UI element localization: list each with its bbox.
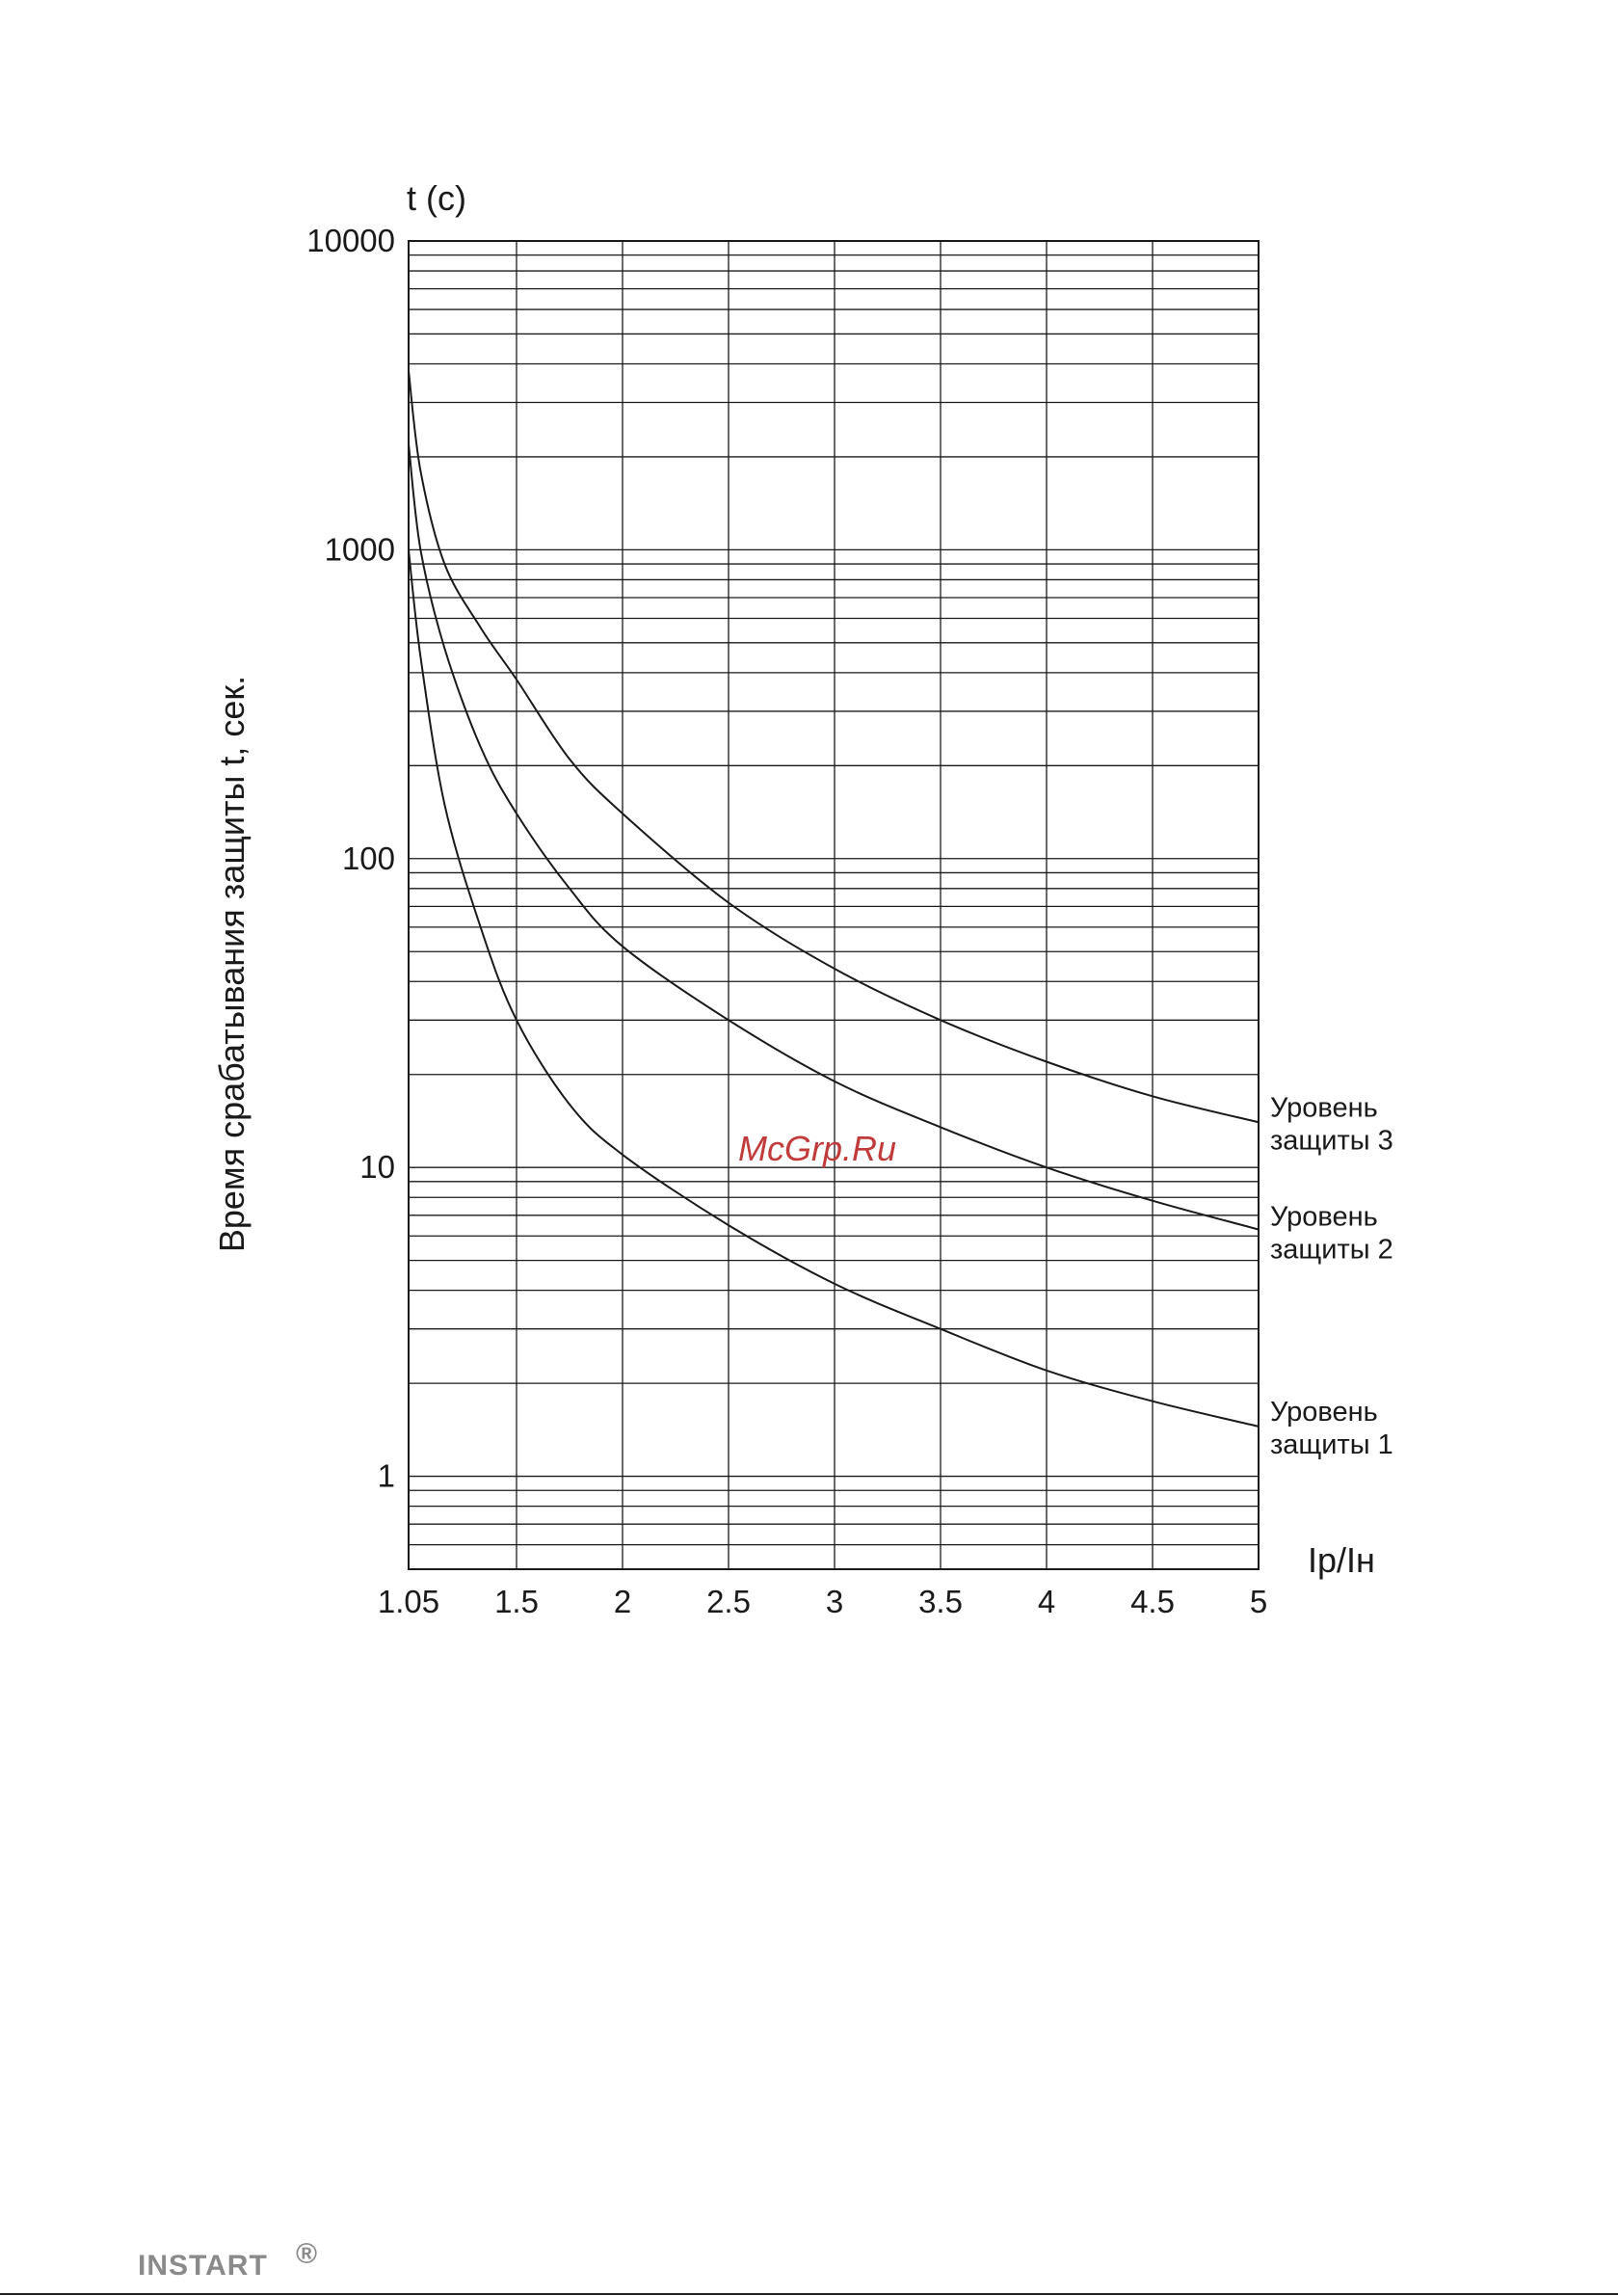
x-tick-labels: 1.05 1.5 2 2.5 3 3.5 4 4.5 5 [378,1584,1267,1619]
x-tick-label: 3 [826,1584,843,1619]
brand-logo: INSTART ® [138,2238,318,2282]
x-tick-label: 1.05 [378,1584,439,1619]
series-label-line2: защиты 3 [1270,1125,1393,1156]
x-tick-label: 2 [614,1584,631,1619]
y-axis-title: Время срабатывания защиты t, сек. [212,676,252,1252]
x-tick-label: 1.5 [494,1584,539,1619]
series-label-line2: защиты 2 [1270,1234,1393,1265]
y-tick-label: 10 [359,1149,395,1185]
series-label-line1: Уровень [1270,1201,1378,1232]
x-tick-label: 2.5 [706,1584,751,1619]
brand-registered-mark: ® [296,2238,318,2270]
y-tick-label: 10000 [306,223,395,258]
x-axis-title: Ip/Iн [1308,1540,1375,1580]
x-tick-label: 3.5 [918,1584,963,1619]
x-tick-label: 4.5 [1130,1584,1175,1619]
y-tick-label: 1 [378,1458,395,1494]
y-tick-label: 1000 [325,531,395,567]
series-line [408,370,1260,1124]
brand-name: INSTART [138,2250,268,2282]
curves [408,370,1260,1428]
series-label-line1: Уровень [1270,1092,1378,1123]
watermark: McGrp.Ru [738,1129,896,1168]
plot-frame [408,240,1260,1570]
y-tick-label: 100 [342,841,395,876]
series-line [408,443,1260,1231]
y-axis-unit-label: t (c) [407,178,466,218]
x-tick-label: 4 [1038,1584,1055,1619]
y-tick-labels: 10000 1000 100 10 1 [306,223,395,1494]
series-label-line2: защиты 1 [1270,1429,1393,1460]
grid [408,240,1260,1570]
series-line [408,549,1260,1428]
series-label-line1: Уровень [1270,1397,1378,1428]
x-tick-label: 5 [1250,1584,1267,1619]
